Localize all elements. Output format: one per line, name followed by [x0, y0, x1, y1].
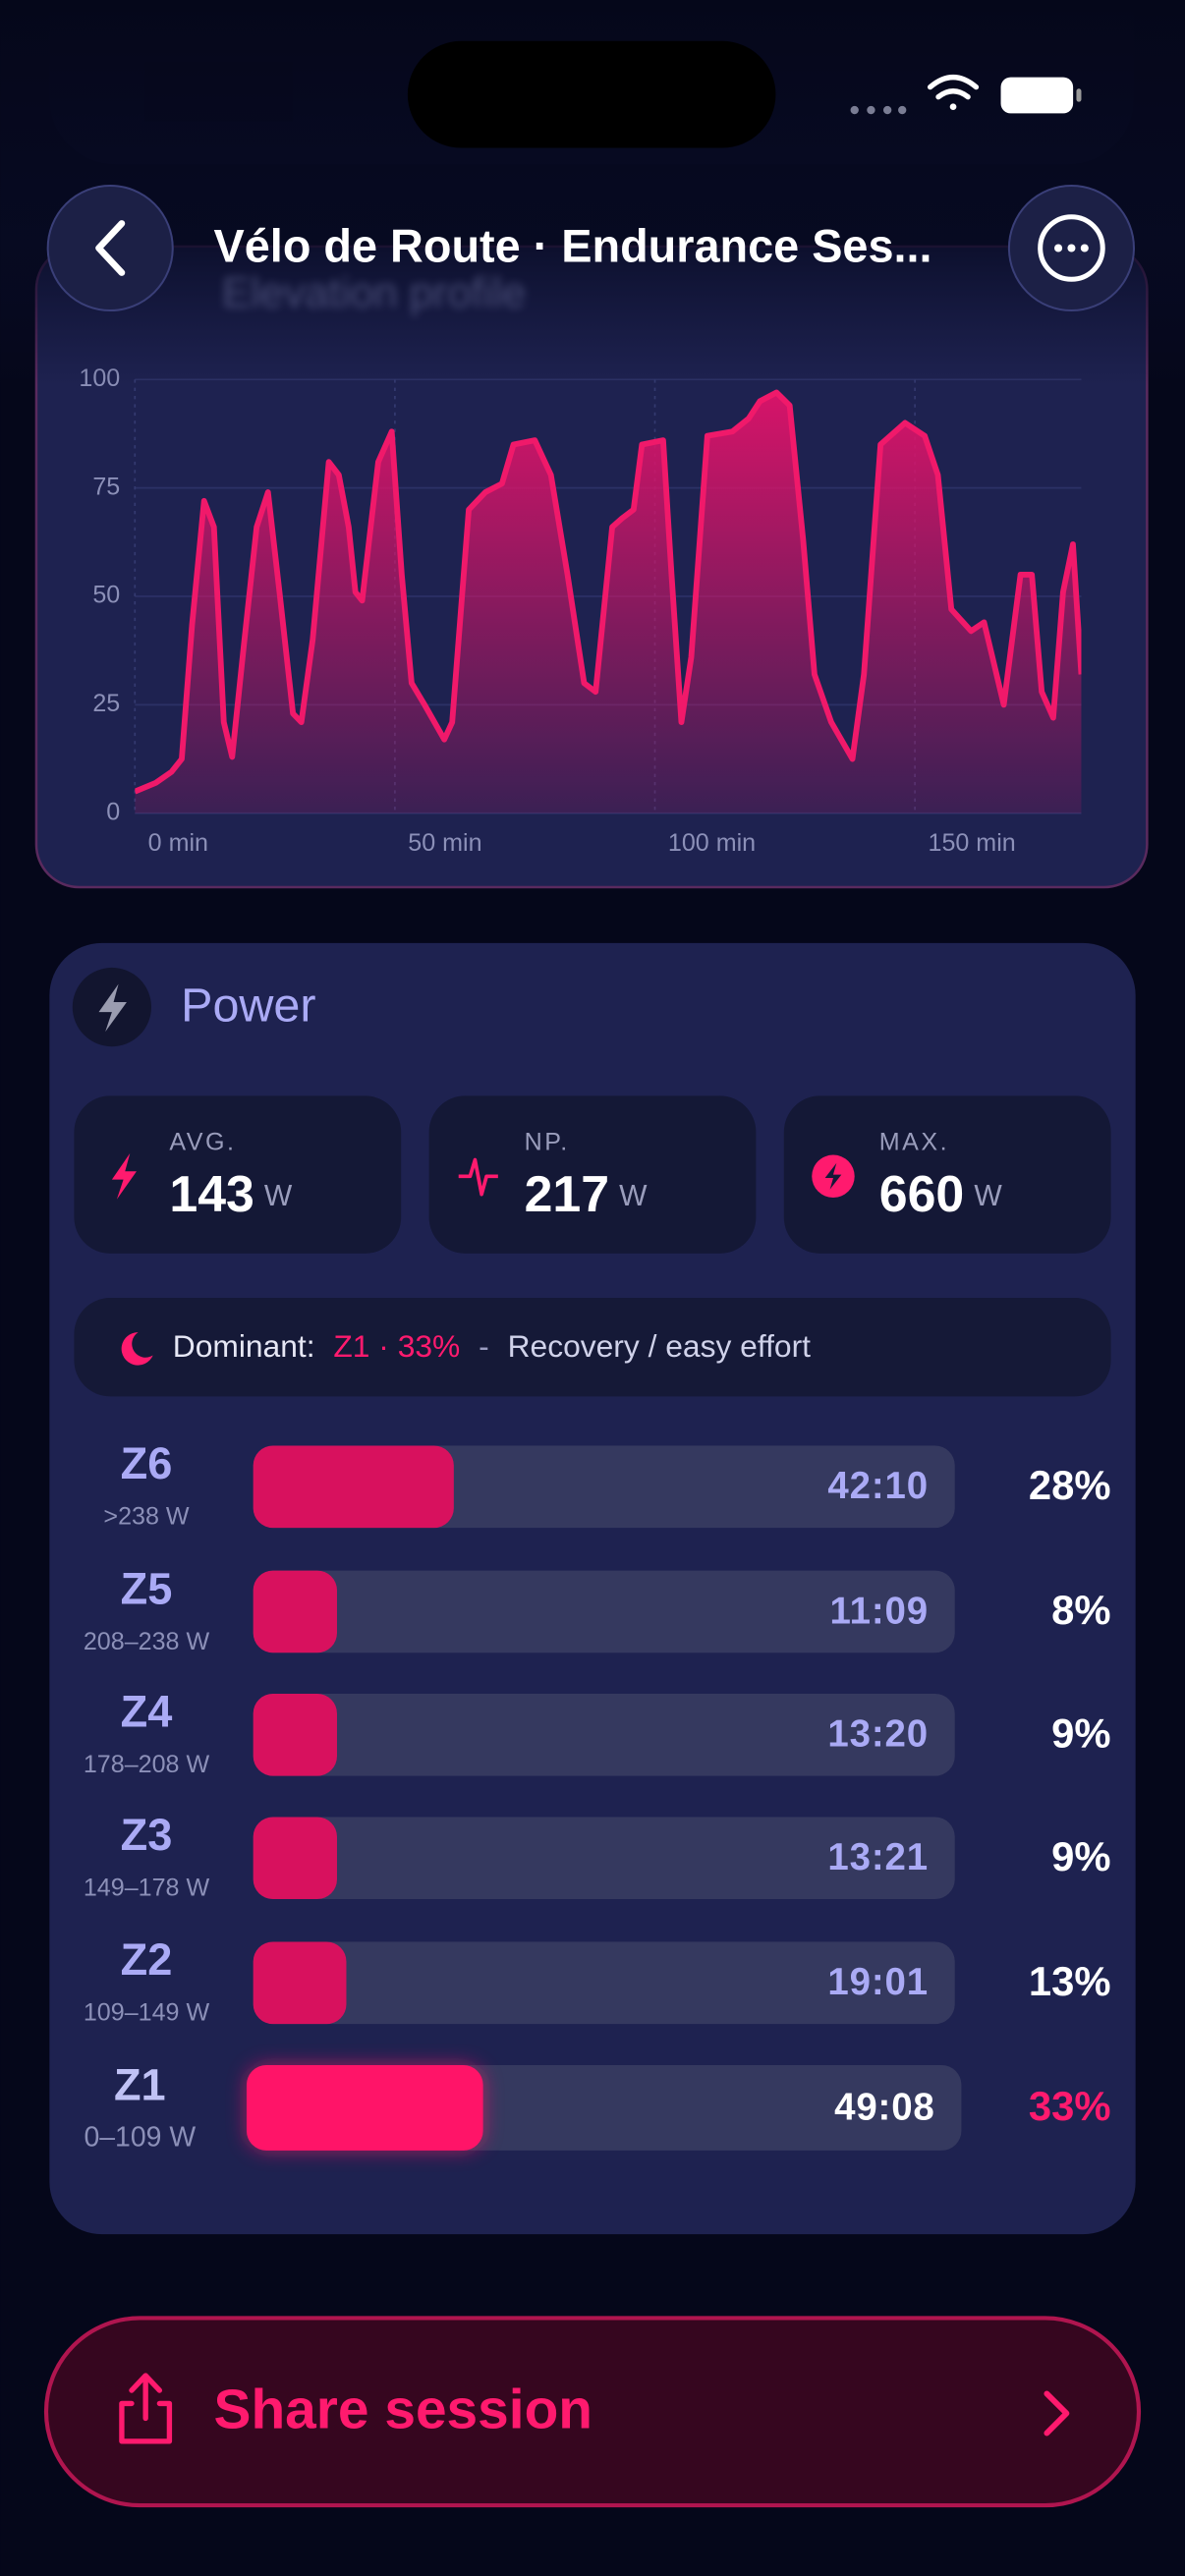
zone-name: Z3	[121, 1810, 173, 1860]
stat-card	[74, 1095, 402, 1254]
power-title: Power	[181, 980, 315, 1033]
stat-card	[783, 1095, 1111, 1254]
zone-time: 13:21	[827, 1836, 929, 1878]
x-tick-label: 0 min	[148, 829, 208, 857]
dominant-description: Recovery / easy effort	[508, 1328, 812, 1364]
battery	[1000, 77, 1074, 114]
zone-time: 19:01	[827, 1961, 929, 2003]
elevation-line	[135, 389, 1082, 795]
zone-range: 178–208 W	[84, 1751, 210, 1778]
y-tick-label: 25	[92, 690, 120, 717]
zone-range: 109–149 W	[84, 1999, 210, 2027]
dominant-zone: Z1 · 33%	[333, 1328, 460, 1364]
stat-icon	[458, 1157, 498, 1197]
stat-unit: W	[264, 1180, 293, 1212]
stat-icon	[111, 1152, 137, 1200]
power-stats: AVG. 143 W NP. 217 W MAX. 660 W	[74, 1095, 1111, 1254]
zone-percent: 9%	[1051, 1833, 1110, 1879]
zone-percent: 13%	[1029, 1958, 1111, 2004]
stat-value: 143	[169, 1165, 254, 1222]
back-icon	[95, 220, 126, 276]
battery-tip	[1076, 88, 1082, 102]
header-title: Vélo de Route · Endurance Ses...	[214, 221, 932, 272]
zone-fill	[247, 2064, 483, 2151]
more-icon	[1038, 214, 1105, 282]
zone-fill	[253, 1817, 337, 1900]
dynamic-island	[407, 40, 776, 148]
zone-fill	[253, 1694, 337, 1776]
stat-card	[428, 1095, 757, 1254]
zone-track	[253, 1694, 955, 1776]
zone-time: 42:10	[827, 1465, 929, 1507]
y-tick-label: 75	[92, 473, 120, 500]
zone-range: 0–109 W	[84, 2122, 196, 2154]
power-icon	[98, 983, 127, 1033]
stat-value: 217	[525, 1165, 609, 1222]
more-dots	[1054, 244, 1089, 252]
zone-range: 149–178 W	[84, 1875, 210, 1902]
zone-range: >238 W	[103, 1503, 189, 1531]
stat-value-text: 217 W	[525, 1165, 649, 1222]
signal	[850, 105, 907, 115]
zone-track	[253, 1941, 955, 2025]
stat-label: MAX.	[879, 1128, 949, 1155]
share-button[interactable]	[43, 2316, 1142, 2508]
stat-unit: W	[974, 1180, 1002, 1212]
share-label: Share session	[214, 2379, 592, 2440]
dominant-label: Dominant:	[173, 1328, 315, 1364]
zone-name: Z2	[121, 1934, 173, 1985]
dominant-bar	[74, 1298, 1111, 1397]
zone-fill	[253, 1941, 347, 2025]
wifi-icon	[927, 74, 980, 111]
dominant-separator: -	[479, 1328, 489, 1364]
zone-fill	[253, 1570, 337, 1653]
blurred-chart-title: Elevation profile	[222, 269, 526, 316]
zone-track	[253, 1817, 955, 1900]
zone-list: Z6 >238 W 42:10 28% Z5 208–238 W 11:09 8% Z4 178–…	[84, 1438, 1111, 2154]
stat-value: 660	[879, 1165, 964, 1222]
y-tick-label: 0	[106, 798, 120, 825]
zone-time: 11:09	[830, 1590, 929, 1632]
zone-percent: 9%	[1051, 1710, 1110, 1757]
zone-track	[253, 1570, 955, 1653]
zone-name: Z1	[114, 2059, 166, 2109]
stat-label: NP.	[525, 1128, 570, 1155]
moon-icon	[121, 1332, 153, 1366]
x-tick-label: 100 min	[668, 829, 756, 857]
zone-name: Z5	[121, 1563, 173, 1613]
zone-time: 13:20	[827, 1713, 929, 1756]
stat-label: AVG.	[169, 1128, 236, 1155]
stat-unit: W	[619, 1180, 648, 1212]
zone-range: 208–238 W	[84, 1628, 210, 1655]
elevation-area	[135, 392, 1082, 813]
zone-percent: 8%	[1051, 1587, 1110, 1633]
zone-fill	[253, 1445, 454, 1529]
stat-value-text: 143 W	[169, 1165, 293, 1222]
y-tick-label: 50	[92, 582, 120, 609]
back-button[interactable]	[46, 184, 174, 312]
zone-percent: 33%	[1029, 2083, 1111, 2129]
stat-value-text: 660 W	[879, 1165, 1003, 1222]
dominant-text: Dominant: Z1 · 33% - Recovery / easy eff…	[173, 1328, 811, 1364]
zone-time: 49:08	[834, 2086, 935, 2128]
zone-name: Z4	[121, 1687, 173, 1737]
stat-icon-bolt	[824, 1162, 842, 1190]
zone-name: Z6	[121, 1438, 173, 1488]
share-icon	[119, 2373, 173, 2444]
zone-percent: 28%	[1029, 1462, 1111, 1508]
share-chevron	[1044, 2390, 1070, 2436]
x-tick-label: 150 min	[929, 829, 1016, 857]
x-tick-label: 50 min	[408, 829, 481, 857]
